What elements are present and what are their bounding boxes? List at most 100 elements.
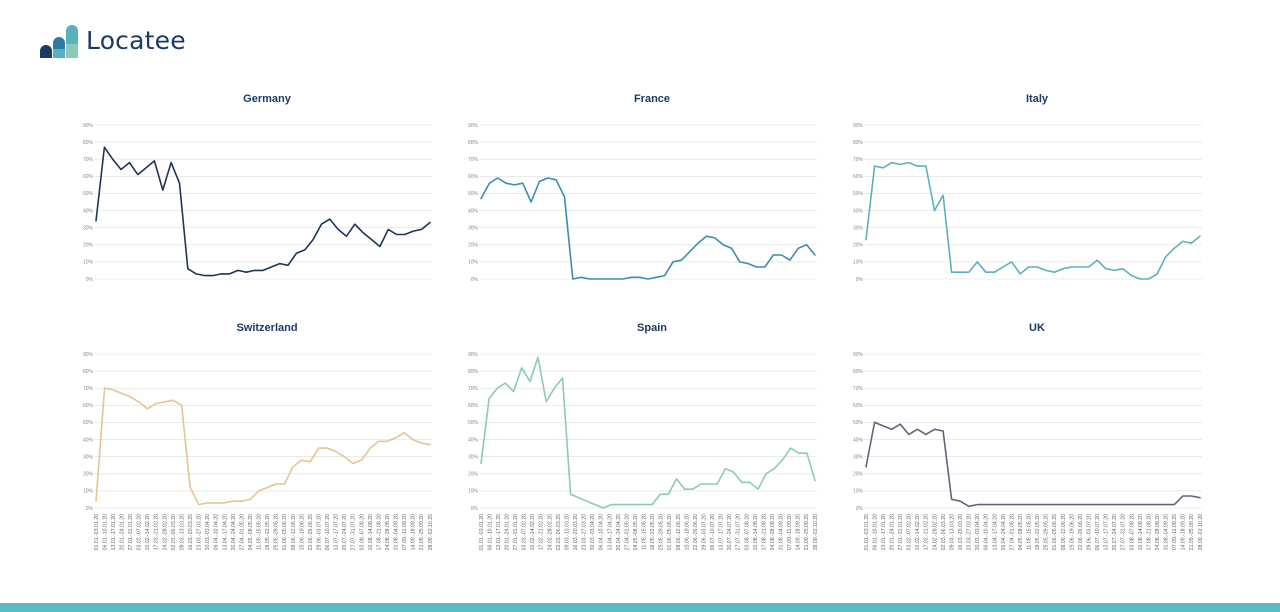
x-tick-label: 01.01.-03.01.20 — [479, 514, 485, 550]
x-tick-label: 09.03.-13.03.20 — [949, 514, 955, 550]
x-tick-label: 06.04.-10.04.20 — [984, 514, 990, 550]
y-tick-label: 90% — [83, 352, 94, 358]
x-tick-label: 25.05.-29.05.20 — [274, 514, 280, 550]
chart-svg: Switzerland 0% 10% 20% 30% 40% 50% 60% 70% 80% 90%… — [83, 322, 434, 550]
x-tick-label: 02.03.-06.03.20 — [556, 514, 562, 550]
x-tick-label: 28.09.-02.10.20 — [1198, 514, 1204, 550]
x-tick-label: 30.03.-03.04.20 — [590, 514, 596, 550]
x-tick-label: 24.08.-28.08.20 — [1155, 514, 1161, 550]
y-tick-label: 70% — [853, 386, 864, 392]
chart-title: Switzerland — [236, 322, 297, 334]
x-tick-label: 18.05.-22.05.20 — [650, 514, 656, 550]
locatee-logo-icon — [40, 25, 78, 58]
y-tick-label: 40% — [468, 208, 479, 214]
series-line — [865, 421, 1201, 508]
y-tick-label: 30% — [853, 225, 864, 231]
y-tick-label: 80% — [83, 140, 94, 146]
x-tick-label: 07.09.-11.09.20 — [1172, 514, 1178, 550]
y-tick-label: 20% — [83, 243, 94, 249]
x-tick-label: 03.02.-07.02.20 — [907, 514, 913, 550]
x-tick-label: 27.04.-01.05.20 — [239, 514, 245, 550]
y-tick-label: 0% — [471, 277, 479, 283]
y-tick-label: 50% — [853, 191, 864, 197]
x-tick-label: 24.08.-28.08.20 — [385, 514, 391, 550]
y-tick-label: 30% — [853, 454, 864, 460]
chart-switzerland: Switzerland 0% 10% 20% 30% 40% 50% 60% 70% 80% 90%… — [70, 317, 455, 557]
series-line — [480, 356, 816, 509]
x-tick-label: 10.08.-14.08.20 — [368, 514, 374, 550]
x-tick-label: 13.01.-17.01.20 — [881, 514, 887, 550]
x-tick-label: 06.01.-10.01.20 — [872, 514, 878, 550]
x-tick-label: 20.07.-24.07.20 — [342, 514, 348, 550]
x-tick-label: 27.01.-31.01.20 — [898, 514, 904, 550]
y-tick-label: 40% — [83, 437, 94, 443]
x-tick-label: 23.03.-27.03.20 — [967, 514, 973, 550]
y-tick-label: 30% — [468, 454, 479, 460]
y-tick-label: 10% — [853, 489, 864, 495]
x-tick-label: 13.04.-17.04.20 — [607, 514, 613, 550]
chart-svg: France 0% 10% 20% 30% 40% 50% 60% 70% 80% 90% — [468, 93, 817, 283]
brand-name: Locatee — [86, 26, 186, 55]
chart-title: Spain — [637, 322, 667, 334]
x-tick-label: 20.07.-24.07.20 — [1112, 514, 1118, 550]
y-tick-label: 80% — [853, 369, 864, 375]
x-tick-label: 15.06.-19.06.20 — [1069, 514, 1075, 550]
x-tick-label: 24.02.-28.02.20 — [932, 514, 938, 550]
y-tick-label: 70% — [468, 386, 479, 392]
y-tick-label: 50% — [853, 420, 864, 426]
y-tick-label: 10% — [468, 489, 479, 495]
x-tick-label: 17.02.-21.02.20 — [539, 514, 545, 550]
y-tick-label: 10% — [468, 260, 479, 266]
x-tick-label: 21.09.-25.09.20 — [419, 514, 425, 550]
chart-title: UK — [1029, 322, 1045, 334]
x-tick-label: 11.05.-15.05.20 — [642, 514, 648, 550]
y-tick-label: 60% — [853, 174, 864, 180]
x-tick-label: 20.01.-24.01.20 — [505, 514, 511, 550]
x-tick-label: 28.09.-02.10.20 — [813, 514, 819, 550]
y-tick-label: 0% — [86, 506, 94, 512]
x-tick-label: 13.04.-17.04.20 — [222, 514, 228, 550]
brand-logo: Locatee — [40, 24, 186, 58]
y-tick-label: 50% — [468, 420, 479, 426]
x-tick-label: 25.05.-29.05.20 — [659, 514, 665, 550]
y-tick-label: 90% — [853, 352, 864, 358]
x-tick-label: 13.07.-17.07.20 — [1104, 514, 1110, 550]
x-tick-label: 18.05.-22.05.20 — [1035, 514, 1041, 550]
chart-svg: Germany 0% 10% 20% 30% 40% 50% 60% 70% 80% 90% — [83, 93, 432, 283]
y-tick-label: 50% — [468, 191, 479, 197]
x-tick-label: 24.02.-28.02.20 — [547, 514, 553, 550]
x-tick-label: 10.02.-14.02.20 — [530, 514, 536, 550]
y-tick-label: 20% — [468, 243, 479, 249]
x-tick-label: 17.02.-21.02.20 — [924, 514, 930, 550]
y-tick-label: 30% — [468, 225, 479, 231]
y-tick-label: 20% — [83, 472, 94, 478]
x-tick-label: 25.05.-29.05.20 — [1044, 514, 1050, 550]
x-tick-label: 16.03.-20.03.20 — [573, 514, 579, 550]
x-tick-label: 17.08.-21.08.20 — [761, 514, 767, 550]
chart-title: Germany — [243, 93, 292, 105]
y-tick-label: 0% — [471, 506, 479, 512]
x-tick-label: 31.08.-04.09.20 — [1164, 514, 1170, 550]
chart-spain: Spain 0% 10% 20% 30% 40% 50% 60% 70% 80% 90% 01.01.… — [455, 317, 840, 557]
y-tick-label: 50% — [83, 420, 94, 426]
y-tick-label: 60% — [83, 403, 94, 409]
x-tick-label: 03.02.-07.02.20 — [522, 514, 528, 550]
y-tick-label: 80% — [468, 140, 479, 146]
y-tick-label: 20% — [853, 472, 864, 478]
y-tick-label: 30% — [83, 454, 94, 460]
x-tick-label: 01.06.-05.06.20 — [282, 514, 288, 550]
x-tick-label: 22.06.-26.06.20 — [693, 514, 699, 550]
x-tick-label: 15.06.-19.06.20 — [299, 514, 305, 550]
x-tick-label: 24.02.-28.02.20 — [162, 514, 168, 550]
x-tick-label: 01.06.-05.06.20 — [667, 514, 673, 550]
x-tick-label: 29.06.-03.07.20 — [702, 514, 708, 550]
x-tick-label: 04.05.-08.05.20 — [1018, 514, 1024, 550]
x-tick-label: 20.01.-24.01.20 — [120, 514, 126, 550]
x-tick-label: 14.09.-18.09.20 — [1181, 514, 1187, 550]
x-tick-label: 29.06.-03.07.20 — [317, 514, 323, 550]
x-tick-label: 17.08.-21.08.20 — [1146, 514, 1152, 550]
x-tick-label: 16.03.-20.03.20 — [958, 514, 964, 550]
y-tick-label: 0% — [856, 277, 864, 283]
chart-uk: UK 0% 10% 20% 30% 40% 50% 60% 70% 80% 90% 01.01.-03… — [840, 317, 1225, 557]
x-tick-label: 23.03.-27.03.20 — [582, 514, 588, 550]
